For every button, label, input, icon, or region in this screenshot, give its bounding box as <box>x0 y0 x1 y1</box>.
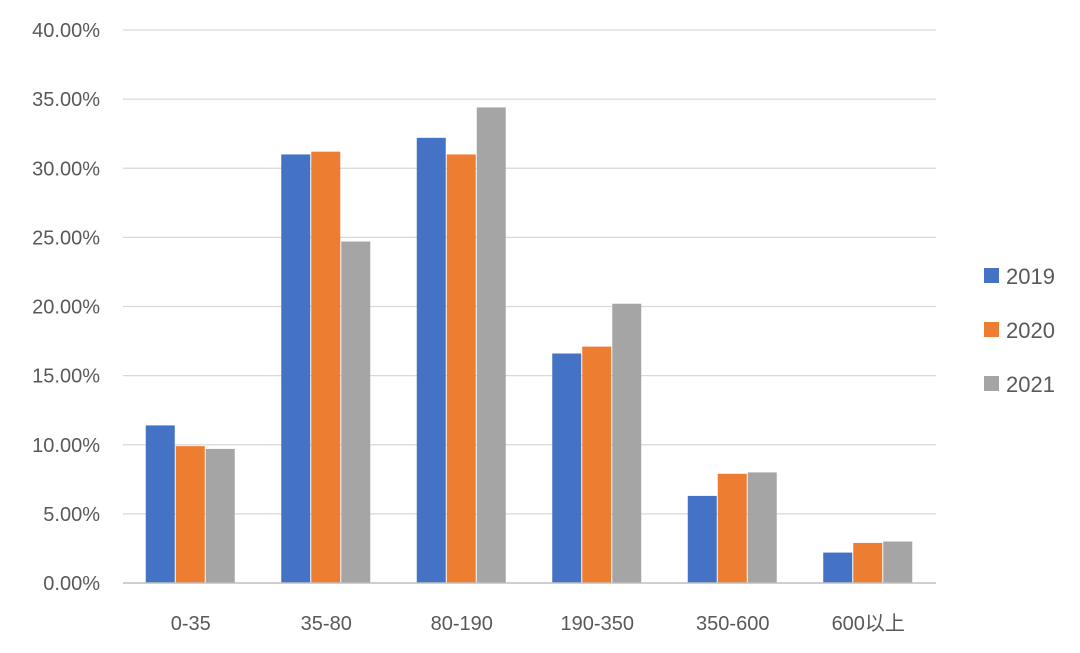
x-category-label: 0-35 <box>171 613 211 635</box>
bar-2021-190-350 <box>612 303 642 583</box>
y-tick-label: 10.00% <box>32 435 100 457</box>
legend-label-2021: 2021 <box>1006 372 1055 397</box>
x-axis-category-labels: 0-35 35-80 80-190 190-350 350-600 600以上 <box>171 612 905 635</box>
y-tick-label: 20.00% <box>32 297 100 319</box>
y-tick-label: 35.00% <box>32 89 100 111</box>
x-category-label: 35-80 <box>301 613 352 635</box>
x-category-label: 80-190 <box>431 613 493 635</box>
gridlines <box>123 29 936 515</box>
y-tick-label: 40.00% <box>32 20 100 42</box>
bar-2021-80-190 <box>476 107 506 584</box>
bar-2021-600以上 <box>883 541 913 583</box>
legend-label-2019: 2019 <box>1006 264 1055 289</box>
legend: 2019 2020 2021 <box>984 264 1055 397</box>
x-category-label: 350-600 <box>696 613 769 635</box>
bar-2020-350-600 <box>717 473 747 583</box>
x-category-label: 600以上 <box>832 612 905 635</box>
bar-2020-600以上 <box>853 542 883 583</box>
bars <box>145 107 913 584</box>
legend-swatch-2019 <box>984 268 999 283</box>
bar-2020-190-350 <box>582 346 612 583</box>
bar-2019-0-35 <box>145 425 175 583</box>
y-tick-label: 5.00% <box>43 504 100 526</box>
bar-2019-190-350 <box>552 353 582 583</box>
bar-2021-0-35 <box>205 448 235 583</box>
bar-2020-35-80 <box>311 151 341 583</box>
legend-swatch-2020 <box>984 322 999 337</box>
legend-swatch-2021 <box>984 376 999 391</box>
bar-2021-350-600 <box>747 472 777 583</box>
bar-2020-0-35 <box>175 446 205 583</box>
bar-2019-350-600 <box>687 495 717 583</box>
y-tick-label: 30.00% <box>32 158 100 180</box>
bar-2020-80-190 <box>446 154 476 584</box>
x-category-label: 190-350 <box>561 613 634 635</box>
bar-2019-80-190 <box>416 137 446 583</box>
y-axis-tick-labels: 0.00% 5.00% 10.00% 15.00% 20.00% 25.00% 30.00%… <box>32 20 100 595</box>
bar-2019-600以上 <box>823 552 853 583</box>
bar-2019-35-80 <box>281 154 311 584</box>
y-tick-label: 15.00% <box>32 366 100 388</box>
y-tick-label: 25.00% <box>32 227 100 249</box>
y-tick-label: 0.00% <box>43 573 100 595</box>
bar-2021-35-80 <box>341 241 371 583</box>
legend-label-2020: 2020 <box>1006 318 1055 343</box>
